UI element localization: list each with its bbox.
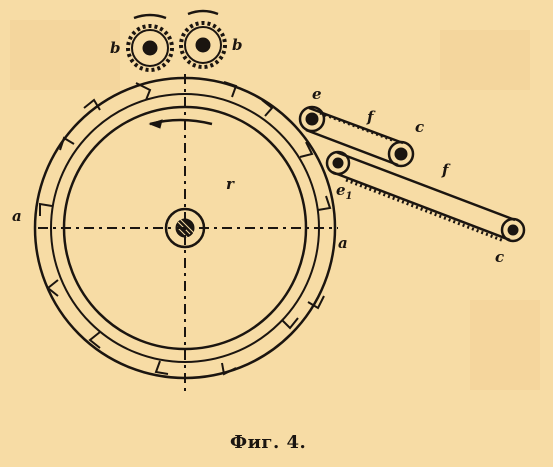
figure-labels: b b r a a e f c e1 f c — [12, 36, 504, 266]
paper-stain — [10, 20, 120, 90]
lower-roller-left — [325, 150, 351, 176]
lower-belt-top — [335, 150, 516, 222]
gear-right-rim — [179, 21, 227, 69]
lower-roller-right — [500, 217, 526, 243]
paddle — [83, 98, 101, 111]
paddle — [154, 360, 169, 375]
label-drum-center: r — [226, 175, 235, 193]
center-axes — [38, 74, 338, 392]
lower-belt-teeth — [345, 178, 505, 243]
upper-belt-assembly — [298, 105, 415, 168]
label-axis-right: a — [338, 234, 348, 252]
label-roller-lower-right: c — [495, 248, 504, 266]
gear-left-body — [131, 29, 169, 67]
gear-right-body — [184, 26, 222, 64]
paper-stain — [440, 30, 530, 90]
rotation-arrow-head — [148, 119, 163, 129]
paddle — [88, 331, 101, 349]
lower-roller-right-core — [507, 224, 519, 236]
lower-belt-assembly — [325, 150, 526, 243]
label-roller-lower-left: e1 — [336, 181, 353, 202]
upper-roller-right — [387, 140, 415, 168]
paddle — [221, 362, 237, 376]
label-gear-left: b — [110, 39, 121, 57]
paddle — [223, 81, 238, 98]
upper-belt-teeth — [319, 111, 396, 143]
lower-roller-left-core — [332, 157, 344, 169]
figure-caption: Фиг. 4. — [230, 432, 306, 453]
gear-right-arrow — [187, 9, 219, 16]
paddle — [317, 195, 332, 211]
gear-left-hub — [142, 40, 158, 56]
paddle — [299, 141, 314, 158]
gear-right-hub — [195, 37, 211, 53]
label-belt-lower: f — [441, 161, 451, 179]
upper-belt-bottom — [305, 128, 399, 167]
label-belt-upper: f — [366, 108, 376, 126]
upper-roller-left — [298, 105, 326, 133]
paddle — [307, 295, 325, 310]
lower-belt-bottom — [331, 170, 511, 242]
paddle — [135, 82, 152, 101]
label-roller-lower-letter: e — [336, 181, 346, 199]
gear-pair — [126, 9, 227, 72]
label-roller-upper-left: e — [312, 85, 322, 103]
paddle — [281, 317, 299, 330]
label-roller-upper-right: c — [415, 118, 424, 136]
label-gear-right: b — [232, 36, 243, 54]
upper-roller-right-core — [394, 147, 408, 161]
paddle — [59, 136, 75, 151]
paddle — [39, 202, 53, 216]
paddle — [46, 279, 59, 297]
gear-left-rim — [126, 24, 174, 72]
drum-paddles — [39, 81, 332, 376]
gear-left-arrow — [133, 13, 167, 20]
paddle — [261, 99, 274, 117]
label-roller-lower-subscript: 1 — [346, 191, 353, 202]
gear-left — [126, 13, 174, 72]
upper-roller-left-core — [305, 112, 319, 126]
label-axis-left: a — [12, 207, 22, 225]
gear-right — [179, 9, 227, 69]
paper-stain — [470, 300, 540, 390]
